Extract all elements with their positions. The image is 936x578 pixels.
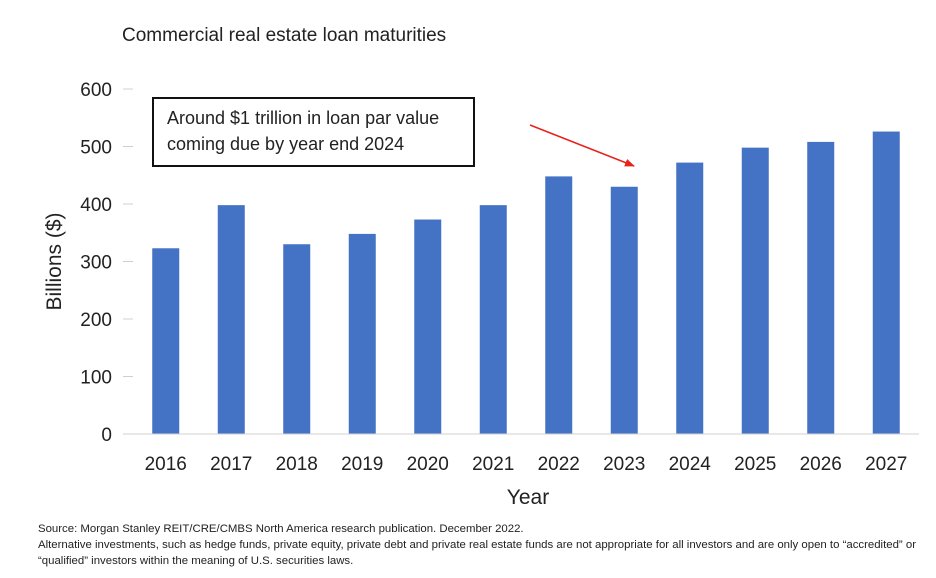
annotation-line-1: Around $1 trillion in loan par value xyxy=(167,108,439,128)
x-tick-label-2017: 2017 xyxy=(210,454,252,475)
y-tick-label: 600 xyxy=(80,80,112,101)
y-tick-label: 300 xyxy=(80,253,112,274)
bar-2026 xyxy=(807,141,835,434)
bar-2021 xyxy=(479,205,507,434)
y-tick-label: 200 xyxy=(80,310,112,331)
x-tick-label-2020: 2020 xyxy=(407,454,449,475)
x-tick-label-2022: 2022 xyxy=(538,454,580,475)
y-axis-title: Billions ($) xyxy=(43,212,66,310)
y-tick-label: 500 xyxy=(80,138,112,159)
x-tick-label-2024: 2024 xyxy=(669,454,712,475)
x-axis-title: Year xyxy=(507,486,549,509)
bar-2024 xyxy=(676,162,704,434)
bar-2027 xyxy=(872,131,900,435)
y-tick-label: 400 xyxy=(80,195,112,216)
bar-2019 xyxy=(348,233,376,434)
x-axis-ticks: 2016 2017 2018 2019 2020 2021 2022 2023 2024 2025… xyxy=(145,454,908,475)
annotation-line-2: coming due by year end 2024 xyxy=(167,134,404,154)
x-tick-label-2023: 2023 xyxy=(603,454,645,475)
annotation: Around $1 trillion in loan par value com… xyxy=(152,97,475,167)
bar-2017 xyxy=(217,205,245,434)
x-tick-label-2021: 2021 xyxy=(472,454,514,475)
y-tick-label: 100 xyxy=(80,368,112,389)
annotation-arrow xyxy=(529,124,635,167)
bars xyxy=(152,131,900,435)
x-tick-label-2027: 2027 xyxy=(865,454,907,475)
footnote-disclaimer-2: “qualified” investors within the meaning… xyxy=(38,555,354,567)
bar-2025 xyxy=(741,147,769,434)
y-tick-label: 0 xyxy=(101,425,112,446)
x-tick-label-2026: 2026 xyxy=(800,454,842,475)
footnote-disclaimer-1: Alternative investments, such as hedge f… xyxy=(38,539,917,551)
x-tick-label-2019: 2019 xyxy=(341,454,383,475)
bar-2016 xyxy=(152,248,180,434)
x-tick-label-2025: 2025 xyxy=(734,454,776,475)
annotation-box xyxy=(152,97,475,167)
bar-2022 xyxy=(545,176,573,434)
footnote-source: Source: Morgan Stanley REIT/CRE/CMBS Nor… xyxy=(38,523,524,535)
y-axis-ticks: 0 100 200 300 400 500 600 xyxy=(80,80,133,446)
bar-2023 xyxy=(610,186,638,434)
x-tick-label-2016: 2016 xyxy=(145,454,187,475)
x-tick-label-2018: 2018 xyxy=(276,454,318,475)
bar-2018 xyxy=(283,244,311,434)
chart: Commercial real estate loan maturities 0… xyxy=(43,25,919,509)
chart-title: Commercial real estate loan maturities xyxy=(122,25,446,46)
bar-2020 xyxy=(414,219,442,434)
